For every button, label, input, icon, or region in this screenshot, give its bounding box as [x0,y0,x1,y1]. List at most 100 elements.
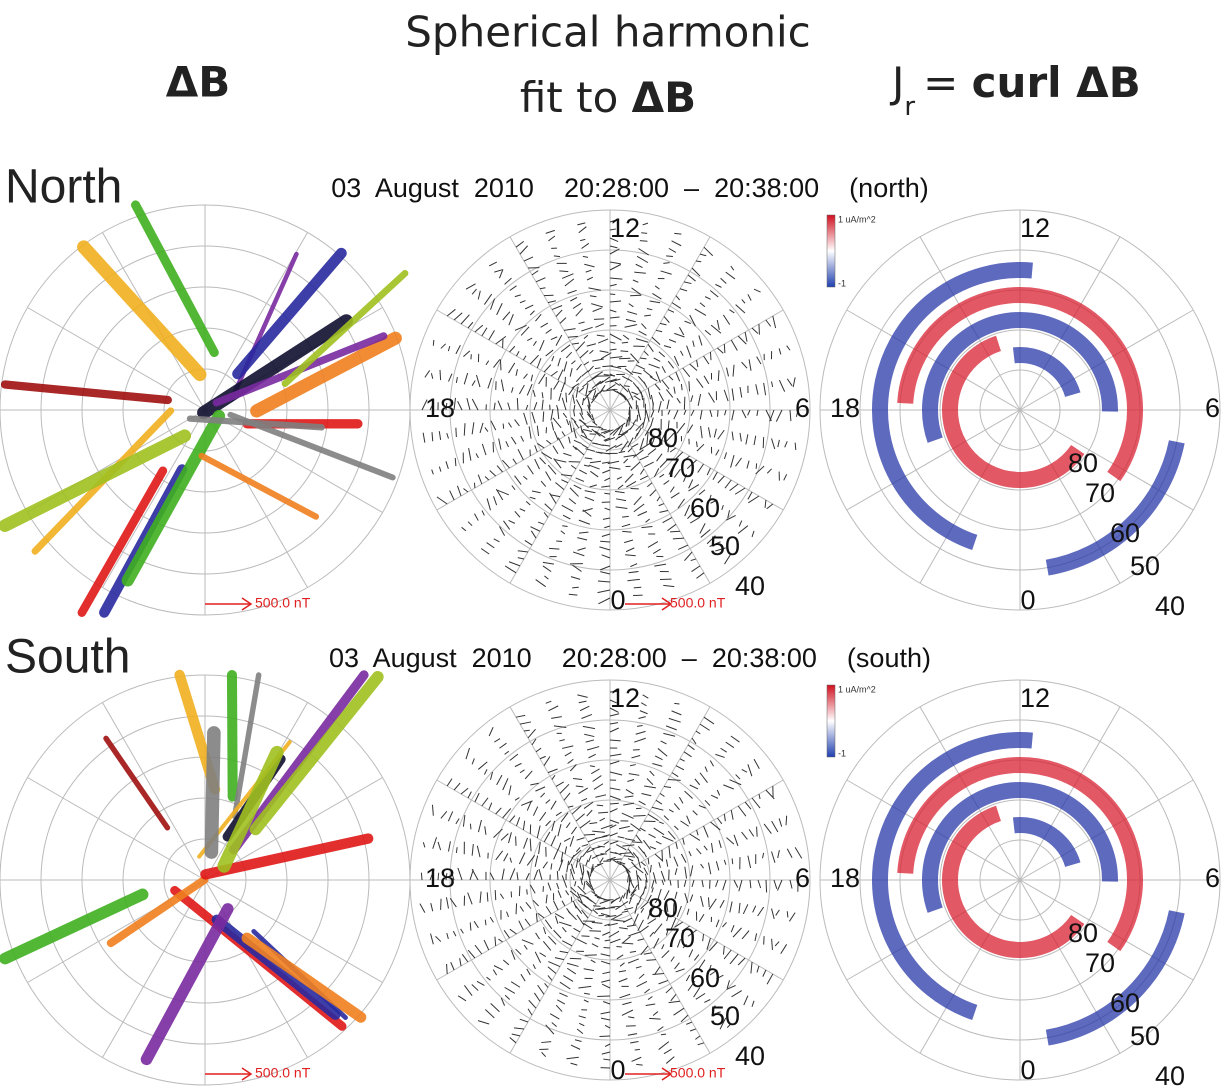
vector-arrow [504,994,511,1000]
vector-arrow [542,861,548,869]
vector-arrow [653,467,660,478]
field-trace [106,875,209,948]
vector-arrow [646,959,657,961]
vector-arrow [663,732,676,737]
vector-arrow [715,449,720,456]
vector-arrow [637,879,640,890]
vector-arrow [671,240,682,247]
vector-arrow [771,851,776,863]
vector-arrow [572,427,577,439]
grid-spoke [27,777,206,881]
vector-arrow [463,423,466,436]
vector-arrow [557,890,562,898]
vector-arrow [689,1028,697,1032]
vector-arrow [678,327,685,336]
colorbar [826,684,836,758]
vector-arrow [654,285,660,290]
vector-arrow [488,330,495,341]
vector-arrow [515,948,522,955]
vector-arrow [628,931,641,937]
vector-arrow [658,909,663,918]
vector-arrow [604,923,611,927]
vector-arrow [592,307,602,312]
vector-arrow [754,933,758,942]
vector-arrow [582,255,589,258]
vector-arrow [609,309,617,313]
vector-arrow [603,1058,611,1061]
scale-arrowhead [661,1067,673,1081]
vector-arrow [615,435,620,441]
vector-arrow [619,357,631,360]
vector-arrow [544,919,553,930]
vector-arrow [523,373,528,379]
vector-arrow [594,907,606,910]
vector-arrow [634,1048,640,1051]
vector-arrow [519,906,524,912]
vector-arrow [553,848,559,860]
vector-arrow [727,510,730,519]
vector-arrow [624,368,634,376]
vector-arrow [618,425,624,435]
vector-arrow [695,730,701,735]
vector-arrow [706,535,716,545]
vector-arrow [583,464,590,467]
vector-arrow [683,281,692,285]
vector-arrow [602,469,611,474]
vector-arrow [471,984,479,991]
vector-arrow [591,891,598,896]
vector-arrow [670,917,677,930]
latitude-label: 80 [648,423,678,453]
vector-arrow [514,475,522,485]
vector-arrow [699,523,706,534]
vector-arrow [687,274,696,282]
vector-arrow [600,1011,611,1015]
vector-arrow [573,439,582,445]
vector-arrow [649,489,657,497]
vector-arrow [691,267,701,277]
vector-arrow [666,399,670,410]
vector-arrow [707,427,711,438]
vector-arrow [696,848,702,855]
vector-arrow [659,458,669,468]
vector-arrow [560,381,566,393]
vector-arrow [635,870,639,881]
vector-arrow [651,435,656,445]
latitude-label: 40 [1155,1061,1185,1086]
vector-arrow [774,941,780,947]
vector-arrow [635,364,646,370]
vector-arrow [559,739,565,742]
vector-arrow [673,409,679,420]
vector-arrow [624,866,629,874]
vector-arrow [465,283,476,290]
vector-arrow [604,847,611,853]
vector-arrow [578,985,592,989]
field-trace [281,269,409,387]
vector-arrow [749,879,752,889]
vector-arrow [445,897,449,909]
vector-arrow [612,426,621,436]
grid-spoke [1019,706,1121,881]
vector-arrow [481,443,487,456]
vector-arrow [660,270,672,275]
vector-arrow [532,390,536,397]
vector-arrow [699,772,708,784]
vector-arrow [568,593,578,596]
vector-arrow [556,871,559,881]
vector-arrow [632,419,637,425]
vector-arrow [745,434,749,445]
latitude-label: 70 [665,453,695,483]
vector-arrow [690,409,695,417]
vector-arrow [633,449,644,458]
vector-arrow [649,846,657,850]
vector-arrow [539,755,546,760]
vector-arrow [655,329,663,333]
vector-arrow [628,886,631,894]
vector-arrow [675,371,681,382]
vector-arrow [593,783,604,790]
vector-arrow [786,848,793,859]
vector-arrow [456,485,462,497]
vector-arrow [508,422,512,428]
vector-arrow [550,800,557,810]
vector-arrow [650,417,654,426]
vector-arrow [615,443,623,449]
